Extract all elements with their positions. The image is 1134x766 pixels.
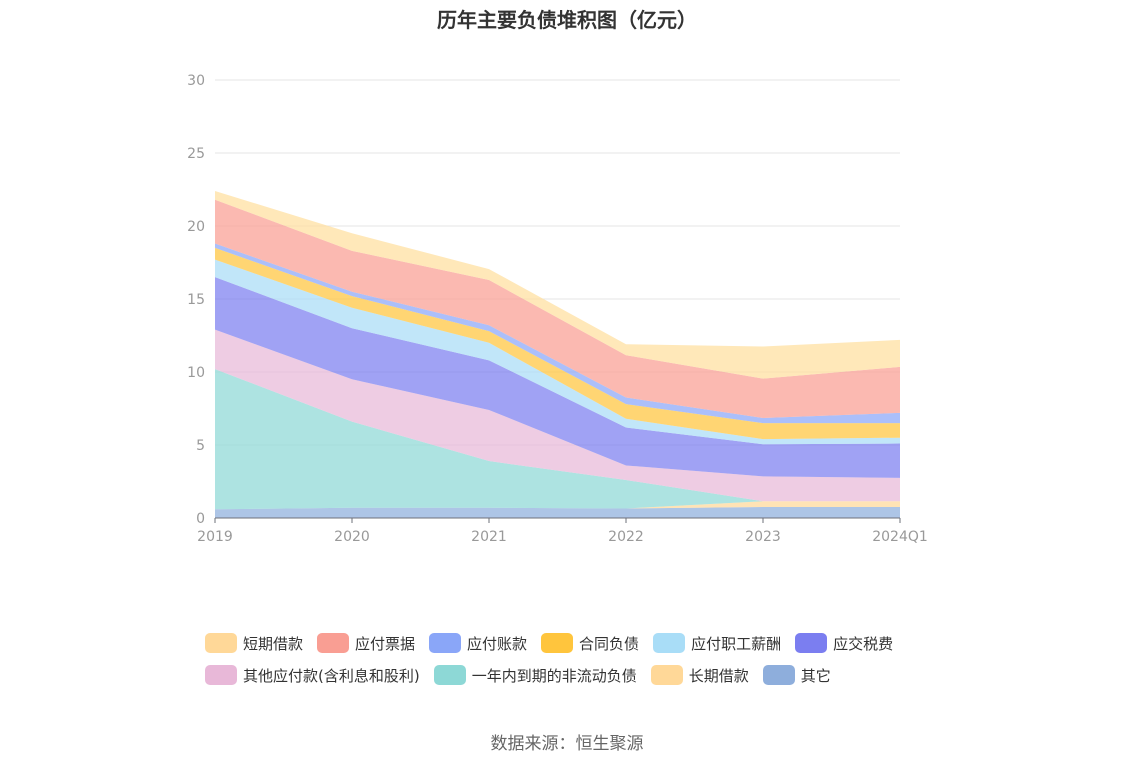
- legend-label: 应交税费: [833, 634, 894, 653]
- axes: 0 5 10 15 20 25 30 2019 2020 2021 2022 2023 2024Q1: [187, 73, 928, 545]
- legend-item[interactable]: 其他应付款(含利息和股利): [205, 664, 420, 686]
- chart-title: 历年主要负债堆积图（亿元）: [437, 8, 697, 32]
- area-series-2[interactable]: 一年内到期的非流动负债: [215, 369, 900, 510]
- x-tick-label: 2023: [745, 529, 781, 545]
- x-tick-label: 2020: [334, 529, 370, 545]
- legend-item[interactable]: 应付账款: [429, 632, 527, 654]
- legend-item[interactable]: 应付职工薪酬: [653, 632, 781, 654]
- legend-label: 应付职工薪酬: [691, 634, 782, 653]
- legend-label: 应付账款: [467, 634, 528, 653]
- area-series-1[interactable]: 长期借款: [215, 501, 900, 510]
- area-series-8[interactable]: 应付票据: [215, 199, 900, 418]
- legend-swatch: [653, 633, 686, 653]
- legend-label: 长期借款: [688, 666, 749, 685]
- legend-swatch: [317, 633, 350, 653]
- legend-swatch: [433, 665, 466, 685]
- x-tick-label: 2019: [197, 529, 233, 545]
- area-series: 其它长期借款一年内到期的非流动负债其他应付款(含利息和股利)应交税费应付职工薪酬…: [215, 190, 900, 518]
- legend-item[interactable]: 合同负债: [541, 632, 639, 654]
- x-tick-label: 2024Q1: [872, 529, 928, 545]
- legend-swatch: [762, 665, 795, 685]
- y-tick-label: 30: [187, 73, 205, 89]
- legend-item[interactable]: 应付票据: [317, 632, 415, 654]
- area-series-4[interactable]: 应交税费: [215, 277, 900, 478]
- legend-item[interactable]: 一年内到期的非流动负债: [433, 664, 637, 686]
- legend-swatch: [795, 633, 828, 653]
- y-tick-label: 5: [196, 438, 205, 454]
- legend-swatch: [429, 633, 462, 653]
- area-series-0[interactable]: 其它: [215, 507, 900, 518]
- source-note: 数据来源：恒生聚源: [490, 734, 644, 754]
- legend-label: 合同负债: [579, 634, 640, 653]
- y-tick-label: 20: [187, 219, 205, 235]
- y-tick-label: 15: [187, 292, 205, 308]
- legend-item[interactable]: 应交税费: [795, 632, 893, 654]
- y-tick-label: 0: [196, 511, 205, 527]
- area-series-3[interactable]: 其他应付款(含利息和股利): [215, 329, 900, 502]
- legend-label: 其它: [800, 666, 831, 685]
- legend-swatch: [650, 665, 683, 685]
- legend-swatch: [205, 633, 237, 653]
- legend-item[interactable]: 短期借款: [205, 632, 303, 654]
- x-tick-label: 2022: [608, 529, 644, 545]
- y-tick-label: 25: [187, 146, 205, 162]
- legend-label: 其他应付款(含利息和股利): [243, 666, 420, 685]
- area-series-9[interactable]: 短期借款: [215, 190, 900, 379]
- legend-label: 一年内到期的非流动负债: [471, 666, 637, 685]
- legend: 短期借款 应付票据 应付账款 合同负债 应付职工薪酬 应交税费其他应付款(含利息和股利) 一…: [205, 632, 965, 686]
- x-tick-label: 2021: [471, 529, 507, 545]
- y-tick-label: 10: [187, 365, 205, 381]
- legend-label: 应付票据: [355, 634, 416, 653]
- legend-item[interactable]: 其它: [762, 664, 831, 686]
- legend-swatch: [205, 665, 237, 685]
- legend-swatch: [541, 633, 574, 653]
- legend-item[interactable]: 长期借款: [650, 664, 749, 686]
- legend-label: 短期借款: [243, 634, 304, 653]
